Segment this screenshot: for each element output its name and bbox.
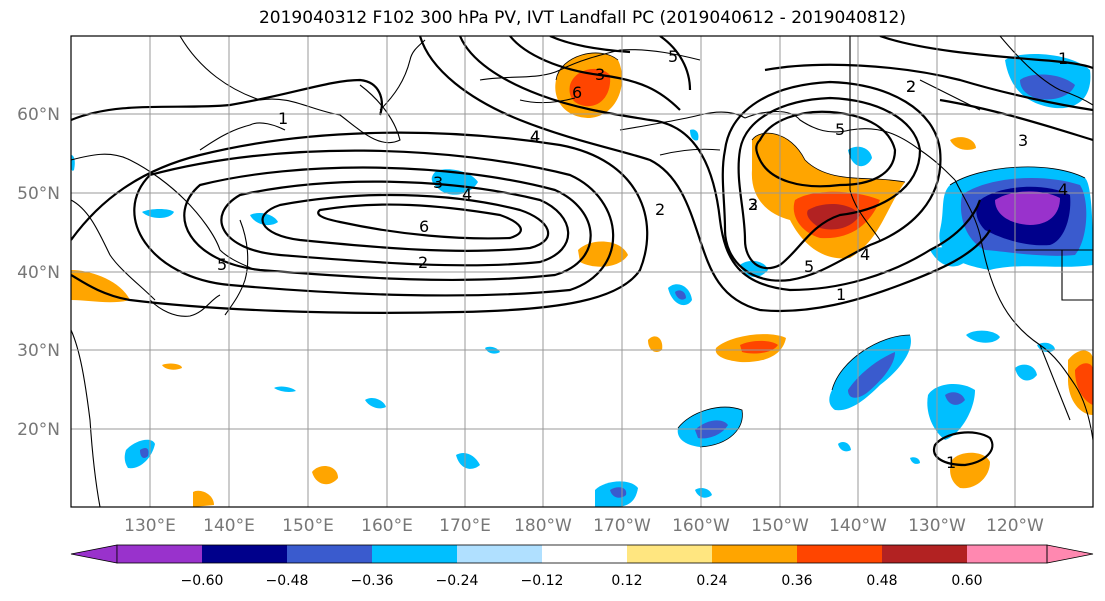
- contour-label: 1: [278, 109, 288, 128]
- lon-label: 120°W: [986, 516, 1044, 536]
- colorbar-tick: 0.60: [951, 573, 982, 589]
- colorbar-tick: −0.48: [266, 573, 309, 589]
- colorbar-bin: [797, 545, 882, 563]
- colorbar-bin: [457, 545, 542, 563]
- contour-labels: 1 2 3 4 5 6 5 4 3 2 6 4 3 2 5 4 5 4 3 2 …: [217, 47, 1068, 472]
- colorbar-bin: [287, 545, 372, 563]
- lon-label: 160°W: [672, 516, 730, 536]
- lon-label: 130°E: [124, 516, 176, 536]
- pv-contours: [71, 36, 1093, 467]
- contour-label: 5: [804, 257, 814, 276]
- contour-label: 4: [1058, 180, 1068, 199]
- lat-label: 40°N: [17, 263, 60, 283]
- contour-label: 4: [530, 127, 540, 146]
- contour-label: 2: [906, 77, 916, 96]
- colorbar-bin: [117, 545, 202, 563]
- contour-label: 2: [655, 200, 665, 219]
- lon-label: 160°E: [361, 516, 413, 536]
- contour-label: 1: [946, 453, 956, 472]
- colorbar-tick: −0.12: [521, 573, 564, 589]
- lon-label: 130°W: [908, 516, 966, 536]
- colorbar-tick: 0.36: [781, 573, 812, 589]
- lat-label: 60°N: [17, 105, 60, 125]
- lon-label: 180°W: [514, 516, 572, 536]
- lat-label: 20°N: [17, 420, 60, 440]
- colorbar-bin: [202, 545, 287, 563]
- lat-label: 30°N: [17, 341, 60, 361]
- colorbar-tick: 0.24: [696, 573, 727, 589]
- lon-label: 140°W: [829, 516, 887, 536]
- colorbar-bin: [712, 545, 797, 563]
- contour-label: 6: [419, 217, 429, 236]
- lon-label: 170°W: [593, 516, 651, 536]
- gridlines: [71, 36, 1093, 507]
- contour-label: 4: [530, 127, 540, 146]
- lon-label: 140°E: [203, 516, 255, 536]
- lon-label: 150°W: [751, 516, 809, 536]
- colorbar-tick: 0.12: [611, 573, 642, 589]
- colorbar-bin: [627, 545, 712, 563]
- colorbar-ticks: −0.60 −0.48 −0.36 −0.24 −0.12 0.12 0.24 …: [181, 573, 983, 589]
- contour-label: 2: [418, 253, 428, 272]
- contour-label: 4: [860, 245, 870, 264]
- contour-label: 2: [906, 77, 916, 96]
- contour-label: 3: [595, 65, 605, 84]
- contour-label: 3: [433, 173, 443, 192]
- colorbar-bin: [882, 545, 967, 563]
- contour-label: 5: [217, 255, 227, 274]
- contour-label: 1: [1058, 49, 1068, 68]
- colorbar-tick: 0.48: [866, 573, 897, 589]
- map-title: 2019040312 F102 300 hPa PV, IVT Landfall…: [258, 8, 906, 28]
- latitude-labels: 60°N 50°N 40°N 30°N 20°N: [17, 105, 60, 440]
- contour-label: 4: [462, 185, 472, 204]
- plot-frame: [70, 35, 1094, 508]
- contour-label: 2: [748, 195, 758, 214]
- colorbar-extend-low: [70, 544, 118, 564]
- colorbar-tick: −0.60: [181, 573, 224, 589]
- contour-label: 5: [668, 47, 678, 66]
- coastlines: [71, 36, 1093, 507]
- colorbar-outline: [116, 544, 1048, 564]
- lat-label: 50°N: [17, 184, 60, 204]
- colorbar-extend-high: [1046, 544, 1094, 564]
- lon-label: 170°E: [439, 516, 491, 536]
- contour-label: 1: [836, 285, 846, 304]
- colorbar-tick: −0.24: [436, 573, 479, 589]
- longitude-labels: 130°E 140°E 150°E 160°E 170°E 180°W 170°…: [124, 516, 1044, 536]
- colorbar-tick: −0.36: [351, 573, 394, 589]
- contour-label: 5: [835, 120, 845, 139]
- colorbar-bin: [967, 545, 1047, 563]
- contour-label: 6: [572, 83, 582, 102]
- contour-label: 3: [748, 195, 758, 214]
- lon-label: 150°E: [282, 516, 334, 536]
- contour-label: 3: [1018, 131, 1028, 150]
- colorbar: −0.60 −0.48 −0.36 −0.24 −0.12 0.12 0.24 …: [70, 544, 1094, 589]
- colorbar-bin: [542, 545, 627, 563]
- colorbar-bin: [372, 545, 457, 563]
- shading-outlines: [555, 52, 1086, 448]
